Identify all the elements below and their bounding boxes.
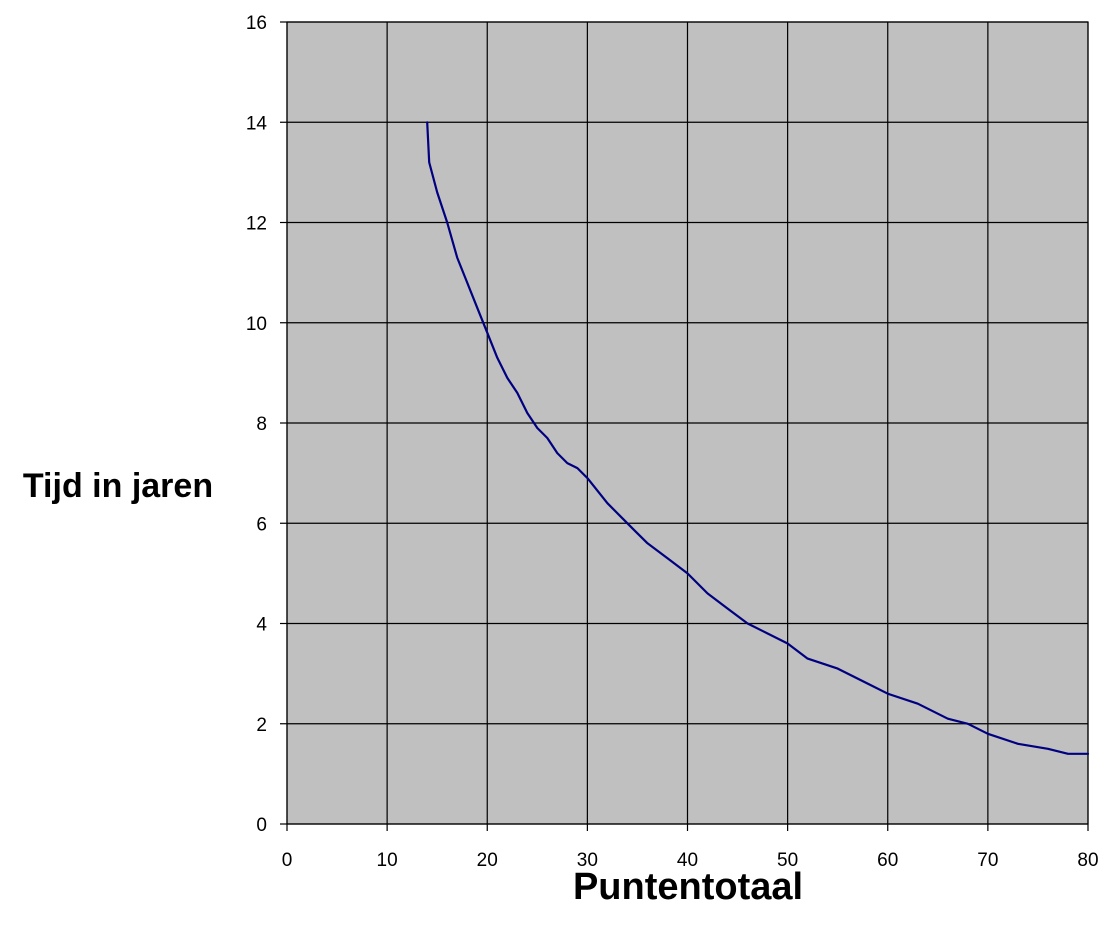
x-axis-ticks: 0 10 20 30 40 50 60 70 80 [282, 824, 1099, 871]
y-tick-label: 2 [256, 715, 267, 736]
x-tick-label: 40 [677, 850, 698, 871]
y-tick-label: 8 [256, 414, 267, 435]
x-tick-label: 80 [1077, 850, 1098, 871]
y-axis-title: Tijd in jaren [23, 467, 213, 505]
y-tick-label: 4 [256, 615, 267, 636]
y-tick-label: 12 [246, 214, 267, 235]
y-tick-label: 0 [256, 815, 267, 836]
x-tick-label: 50 [777, 850, 798, 871]
x-tick-label: 60 [877, 850, 898, 871]
y-tick-label: 10 [246, 314, 267, 335]
x-tick-label: 70 [977, 850, 998, 871]
x-tick-label: 20 [477, 850, 498, 871]
x-tick-label: 10 [377, 850, 398, 871]
y-tick-label: 16 [246, 13, 267, 34]
y-tick-label: 6 [256, 514, 267, 535]
x-axis-title: Puntentotaal [573, 866, 803, 908]
y-axis-ticks: 0 2 4 6 8 10 12 14 16 [246, 13, 287, 836]
y-tick-label: 14 [246, 113, 268, 134]
series-line [426, 121, 1090, 755]
x-tick-label: 0 [282, 850, 293, 871]
x-tick-label: 30 [577, 850, 598, 871]
